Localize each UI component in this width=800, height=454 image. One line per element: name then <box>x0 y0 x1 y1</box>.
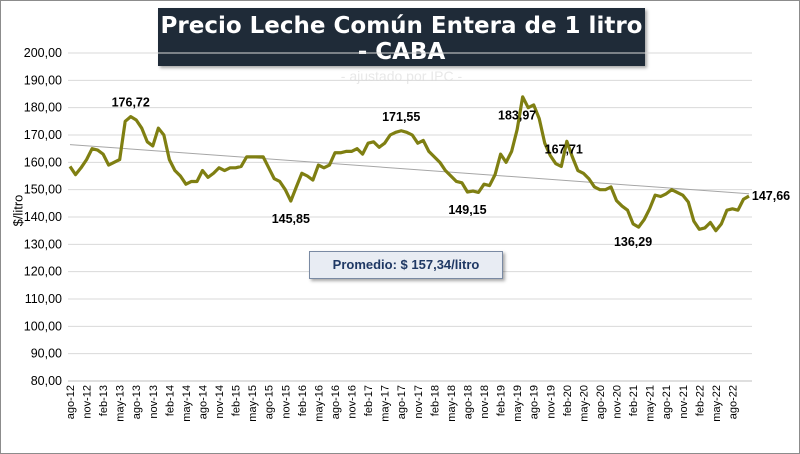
y-tick-label: 90,00 <box>31 347 62 361</box>
x-tick-label: ago-12 <box>65 385 77 419</box>
x-tick-label: may-14 <box>181 385 193 422</box>
x-tick-label: feb-13 <box>98 385 110 416</box>
y-tick-label: 190,00 <box>24 73 62 87</box>
x-tick-label: nov-15 <box>280 385 292 419</box>
y-axis-label: $/litro <box>10 194 26 227</box>
x-tick-label: feb-20 <box>562 385 574 416</box>
x-tick-label: ago-16 <box>330 385 342 419</box>
gridlines <box>68 52 752 382</box>
y-tick-label: 80,00 <box>31 374 62 388</box>
y-tick-label: 180,00 <box>24 101 62 115</box>
y-tick-label: 170,00 <box>24 128 62 142</box>
y-tick-label: 100,00 <box>24 319 62 333</box>
x-tick-label: ago-17 <box>396 385 408 419</box>
x-tick-label: ago-21 <box>661 385 673 419</box>
data-label: 171,55 <box>382 110 420 124</box>
x-tick-label: may-15 <box>247 385 259 422</box>
x-tick-label: ago-22 <box>727 385 739 419</box>
x-tick-label: ago-13 <box>131 385 143 419</box>
y-tick-label: 160,00 <box>24 155 62 169</box>
x-tick-label: nov-19 <box>545 385 557 419</box>
trend-line <box>69 144 750 195</box>
x-tick-label: feb-14 <box>164 385 176 416</box>
y-tick-label: 200,00 <box>24 46 62 60</box>
x-tick-label: nov-16 <box>347 385 359 419</box>
x-tick-label: may-17 <box>380 385 392 422</box>
x-tick-labels: ago-12 nov-12 feb-13 may-13 ago-13 nov-13 feb-… <box>65 385 739 422</box>
data-label: 149,15 <box>448 203 486 217</box>
x-tick-label: may-18 <box>446 385 458 422</box>
y-tick-label: 130,00 <box>24 237 62 251</box>
x-tick-label: ago-18 <box>462 385 474 419</box>
x-tick-label: ago-19 <box>529 385 541 419</box>
x-tick-label: nov-14 <box>214 385 226 419</box>
average-box: Promedio: $ 157,34/litro <box>309 251 503 279</box>
x-tick-label: feb-15 <box>231 385 243 416</box>
x-tick-label: may-19 <box>512 385 524 422</box>
y-tick-label: 150,00 <box>24 183 62 197</box>
x-tick-label: nov-20 <box>612 385 624 419</box>
data-annotations: 176,72 145,85 171,55 149,15 183,97 167,71 136,… <box>112 96 791 249</box>
x-tick-label: nov-12 <box>82 385 94 419</box>
x-tick-label: may-13 <box>115 385 127 422</box>
data-label: 167,71 <box>545 143 583 157</box>
series-line <box>68 95 750 233</box>
x-tick-label: ago-15 <box>264 385 276 419</box>
title-box: Precio Leche Común Entera de 1 litro - C… <box>158 8 645 84</box>
x-tick-label: may-21 <box>645 385 657 422</box>
x-tick-label: nov-18 <box>479 385 491 419</box>
x-tick-label: nov-17 <box>413 385 425 419</box>
x-tick-label: ago-14 <box>197 385 209 419</box>
chart-title: Precio Leche Común Entera de 1 litro - C… <box>160 13 643 65</box>
x-tick-label: feb-19 <box>496 385 508 416</box>
x-tick-label: feb-16 <box>297 385 309 416</box>
x-tick-label: feb-18 <box>429 385 441 416</box>
data-label: 145,85 <box>272 212 310 226</box>
x-tick-label: nov-21 <box>678 385 690 419</box>
x-tick-label: nov-13 <box>148 385 160 419</box>
data-label: 136,29 <box>614 235 652 249</box>
x-tick-label: ago-20 <box>595 385 607 419</box>
data-label: 176,72 <box>112 96 150 110</box>
x-tick-label: feb-22 <box>694 385 706 416</box>
x-tick-label: feb-17 <box>363 385 375 416</box>
x-tick-label: may-20 <box>578 385 590 422</box>
x-tick-label: may-22 <box>711 385 723 422</box>
y-tick-label: 110,00 <box>25 292 62 306</box>
y-tick-label: 140,00 <box>24 210 62 224</box>
y-tick-label: 120,00 <box>24 265 62 279</box>
data-label: 183,97 <box>498 109 536 123</box>
x-tick-label: may-16 <box>313 385 325 422</box>
data-label: 147,66 <box>752 189 790 203</box>
y-tick-labels: 80,00 90,00 100,00 110,00 120,00 130,00 140,00… <box>24 46 62 388</box>
x-tick-label: feb-21 <box>628 385 640 416</box>
